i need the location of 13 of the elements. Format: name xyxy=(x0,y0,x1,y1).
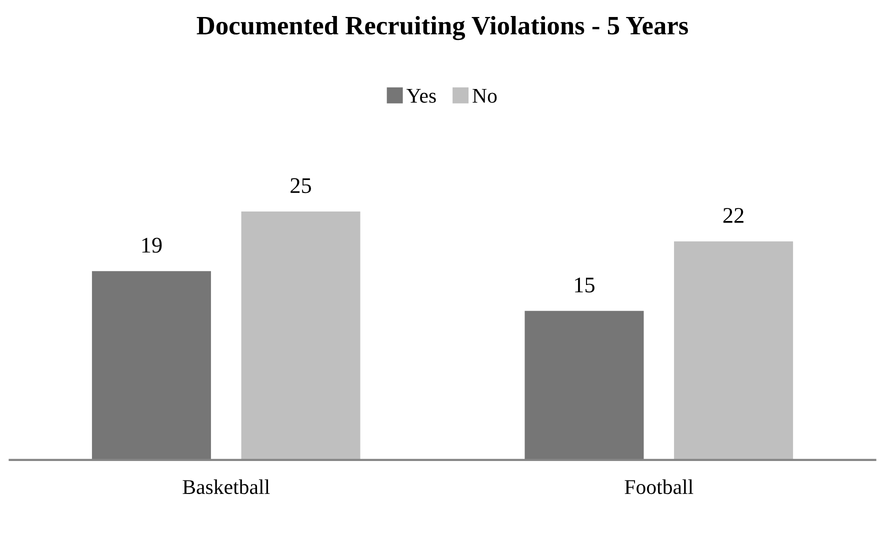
bar xyxy=(92,271,211,460)
bar xyxy=(524,310,644,460)
x-tick-label: Basketball xyxy=(182,479,270,494)
chart-title: Documented Recruiting Violations - 5 Years xyxy=(196,16,688,40)
data-label: 25 xyxy=(290,178,312,194)
data-label: 22 xyxy=(723,208,744,223)
legend-label: Yes xyxy=(406,88,436,103)
bar xyxy=(674,241,794,460)
data-label: 19 xyxy=(142,238,162,253)
x-tick-label: Football xyxy=(624,479,694,494)
bar xyxy=(241,212,360,460)
data-label: 15 xyxy=(575,278,594,292)
legend-label: No xyxy=(472,88,497,103)
